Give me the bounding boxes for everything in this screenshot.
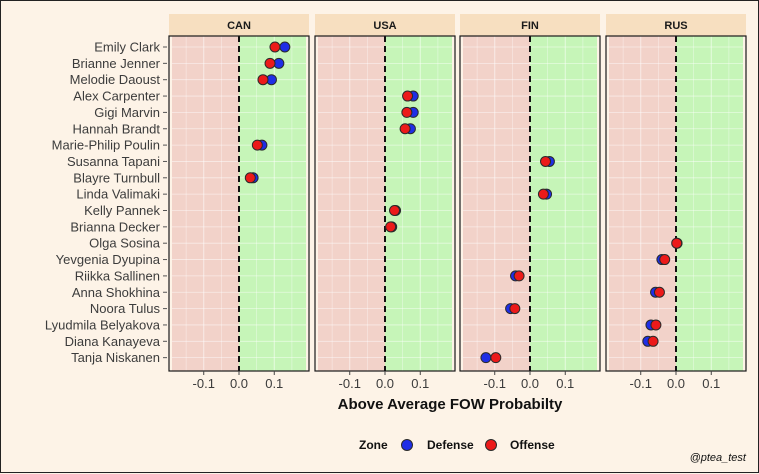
- facet-strip: [606, 14, 746, 36]
- positive-region: [530, 36, 597, 371]
- facet-strip: [315, 14, 455, 36]
- player-label: Susanna Tapani: [67, 154, 160, 169]
- player-label: Brianna Decker: [70, 219, 160, 234]
- offense-point: [399, 123, 411, 135]
- player-label: Emily Clark: [94, 40, 160, 55]
- offense-point: [647, 335, 659, 347]
- offense-point: [402, 90, 414, 102]
- player-label: Alex Carpenter: [73, 89, 160, 104]
- x-tick-label: 0.1: [265, 376, 283, 391]
- x-axis-title: Above Average FOW Probabilty: [338, 396, 563, 413]
- offense-point: [257, 74, 269, 86]
- x-tick-label: 0.0: [230, 376, 248, 391]
- player-label: Anna Shokhina: [72, 285, 161, 300]
- x-tick-label: -0.1: [339, 376, 361, 391]
- offense-point: [244, 172, 256, 184]
- offense-point: [251, 139, 263, 151]
- player-label: Olga Sosina: [89, 236, 161, 251]
- offense-point: [537, 188, 549, 200]
- player-label: Gigi Marvin: [94, 105, 160, 120]
- x-tick-label: 0.1: [556, 376, 574, 391]
- offense-point: [650, 319, 662, 331]
- offense-point: [513, 270, 525, 282]
- player-label: Noora Tulus: [90, 301, 161, 316]
- x-tick-label: 0.1: [411, 376, 429, 391]
- facet-strip: [460, 14, 600, 36]
- offense-point: [671, 237, 683, 249]
- caption: @ptea_test: [690, 452, 747, 464]
- player-label: Blayre Turnbull: [73, 170, 160, 185]
- x-tick-label: -0.1: [630, 376, 652, 391]
- legend-title: Zone: [359, 438, 388, 452]
- defense-point: [480, 352, 492, 364]
- offense-point: [653, 286, 665, 298]
- player-label: Marie-Philip Poulin: [52, 138, 160, 153]
- offense-point: [385, 221, 397, 233]
- player-label: Tanja Niskanen: [71, 350, 160, 365]
- player-label: Hannah Brandt: [73, 121, 161, 136]
- legend-label-defense: Defense: [427, 438, 474, 452]
- x-tick-label: 0.0: [521, 376, 539, 391]
- offense-point: [401, 106, 413, 118]
- facet-label: RUS: [664, 20, 687, 32]
- facet-label: USA: [373, 20, 396, 32]
- x-tick-label: 0.0: [667, 376, 685, 391]
- offense-point: [540, 155, 552, 167]
- facet-label: CAN: [227, 20, 251, 32]
- defense-point: [279, 41, 291, 53]
- negative-region: [318, 36, 385, 371]
- facet-strip: [169, 14, 309, 36]
- offense-point: [264, 57, 276, 69]
- player-label: Riikka Sallinen: [75, 268, 160, 283]
- positive-region: [239, 36, 306, 371]
- offense-point: [490, 352, 502, 364]
- legend-key-offense: [485, 439, 497, 451]
- x-tick-label: -0.1: [484, 376, 506, 391]
- x-tick-label: 0.0: [376, 376, 394, 391]
- positive-region: [385, 36, 452, 371]
- player-label: Diana Kanayeva: [65, 334, 161, 349]
- legend-key-defense: [401, 439, 413, 451]
- negative-region: [172, 36, 239, 371]
- offense-point: [269, 41, 281, 53]
- player-label: Yevgenia Dyupina: [56, 252, 161, 267]
- player-label: Linda Valimaki: [76, 187, 160, 202]
- x-tick-label: -0.1: [193, 376, 215, 391]
- negative-region: [609, 36, 676, 371]
- offense-point: [389, 205, 401, 216]
- offense-point: [509, 303, 521, 315]
- negative-region: [463, 36, 530, 371]
- x-tick-label: 0.1: [702, 376, 720, 391]
- facet-label: FIN: [521, 20, 539, 32]
- positive-region: [676, 36, 743, 371]
- player-label: Lyudmila Belyakova: [45, 317, 161, 332]
- player-label: Brianne Jenner: [72, 56, 161, 71]
- offense-point: [659, 254, 671, 266]
- player-label: Kelly Pannek: [84, 203, 160, 218]
- player-label: Melodie Daoust: [70, 72, 161, 87]
- legend-label-offense: Offense: [510, 438, 555, 452]
